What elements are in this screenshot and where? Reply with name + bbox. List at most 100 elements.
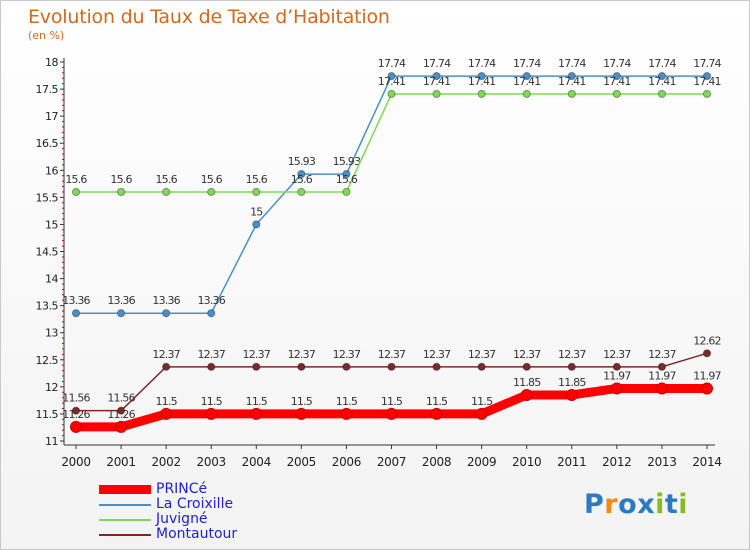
data-point xyxy=(252,220,261,229)
data-point xyxy=(567,71,576,81)
x-tick-label: 2004 xyxy=(242,455,271,469)
legend-label: Juvigné xyxy=(156,511,208,527)
data-point xyxy=(432,362,441,371)
data-label: 17.41 xyxy=(693,75,721,88)
x-tick-label: 2005 xyxy=(287,455,316,469)
y-tick-label: 16.5 xyxy=(36,137,59,150)
data-label: 12.62 xyxy=(693,334,721,347)
data-point xyxy=(116,406,126,415)
data-point xyxy=(297,187,306,197)
y-tick-label: 13 xyxy=(45,327,58,340)
data-label: 13.36 xyxy=(62,294,90,307)
data-label: 15.6 xyxy=(201,173,223,186)
x-tick-label: 2011 xyxy=(557,455,586,469)
data-point xyxy=(612,89,621,99)
data-point xyxy=(70,420,82,433)
logo-letter: o xyxy=(618,489,638,520)
data-point xyxy=(162,362,171,371)
logo-letter: t xyxy=(664,489,679,520)
data-point xyxy=(565,388,578,401)
data-label: 12.37 xyxy=(423,348,451,361)
data-label: 11.97 xyxy=(603,369,631,382)
y-tick-label: 15.5 xyxy=(36,191,59,204)
data-label: 15.6 xyxy=(336,173,358,186)
data-point xyxy=(71,309,81,318)
legend-label: Montautour xyxy=(156,526,238,542)
data-point xyxy=(295,407,308,420)
data-label: 11.5 xyxy=(201,395,223,408)
data-label: 17.74 xyxy=(423,57,451,70)
x-tick-label: 2006 xyxy=(332,455,361,469)
data-point xyxy=(250,407,263,420)
data-label: 11.5 xyxy=(246,395,268,408)
y-tick-label: 17 xyxy=(45,110,58,123)
data-label: 12.37 xyxy=(197,348,225,361)
logo-letter: x xyxy=(637,489,656,520)
data-label: 12.37 xyxy=(378,348,406,361)
data-point xyxy=(432,71,441,81)
data-label: 15.93 xyxy=(288,155,316,168)
data-point xyxy=(432,89,441,99)
data-label: 15.6 xyxy=(110,173,132,186)
y-tick-label: 13.5 xyxy=(36,300,59,313)
data-label: 17.41 xyxy=(513,75,541,88)
y-tick-label: 18 xyxy=(45,56,58,69)
x-tick-label: 2008 xyxy=(422,455,451,469)
data-label: 15.6 xyxy=(65,173,87,186)
data-label: 12.37 xyxy=(333,348,361,361)
x-tick-label: 2009 xyxy=(467,455,496,469)
data-point xyxy=(657,89,667,99)
data-point xyxy=(207,309,216,318)
data-point xyxy=(342,169,351,179)
y-tick-label: 14 xyxy=(45,273,58,286)
data-label: 11.56 xyxy=(107,392,135,405)
data-point xyxy=(252,362,261,371)
data-label: 17.74 xyxy=(513,57,541,70)
data-label: 11.5 xyxy=(426,395,448,408)
x-tick-label: 2013 xyxy=(647,455,676,469)
series-line-la-croixille xyxy=(75,75,708,314)
data-point xyxy=(657,71,667,81)
data-label: 15.6 xyxy=(291,173,313,186)
data-label: 12.37 xyxy=(243,348,271,361)
data-label: 12.37 xyxy=(558,348,586,361)
data-label: 12.37 xyxy=(152,348,180,361)
data-label: 17.41 xyxy=(648,75,676,88)
data-label: 12.37 xyxy=(468,348,496,361)
data-point xyxy=(520,388,533,401)
data-label: 11.5 xyxy=(155,395,177,408)
data-label: 12.37 xyxy=(288,348,316,361)
legend-label: La Croixille xyxy=(156,496,234,512)
data-point xyxy=(702,89,712,99)
data-label: 15.6 xyxy=(155,173,177,186)
x-tick-label: 2010 xyxy=(512,455,541,469)
data-label: 11.5 xyxy=(471,395,493,408)
proxiti-logo: Proxiti xyxy=(584,489,688,520)
data-label: 17.41 xyxy=(603,75,631,88)
data-label: 15.6 xyxy=(246,173,268,186)
logo-letter: i xyxy=(678,489,689,520)
data-point xyxy=(342,362,351,371)
x-tick-label: 2014 xyxy=(692,455,721,469)
y-tick-label: 12 xyxy=(45,381,58,394)
data-point xyxy=(160,407,173,420)
y-tick-label: 15 xyxy=(45,218,58,231)
data-point xyxy=(430,407,443,420)
data-label: 11.85 xyxy=(513,376,541,389)
data-point xyxy=(567,89,576,99)
x-tick-label: 2001 xyxy=(106,455,135,469)
y-tick-label: 11.5 xyxy=(36,408,59,421)
data-label: 11.97 xyxy=(648,369,676,382)
data-point xyxy=(612,362,621,371)
x-tick-label: 2007 xyxy=(377,455,406,469)
data-point xyxy=(655,382,668,395)
data-point xyxy=(340,407,353,420)
data-label: 11.5 xyxy=(381,395,403,408)
x-tick-label: 2002 xyxy=(151,455,180,469)
legend-swatch xyxy=(99,504,151,506)
chart-title: Evolution du Taux de Taxe d’Habitation xyxy=(28,6,390,28)
logo-letter: r xyxy=(604,489,619,520)
data-label: 13.36 xyxy=(152,294,180,307)
